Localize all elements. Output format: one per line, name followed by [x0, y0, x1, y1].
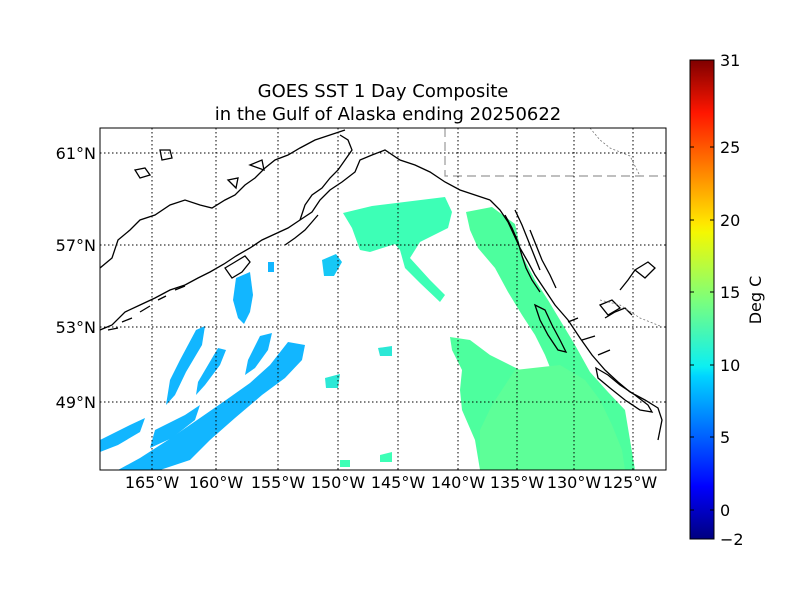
- sst-patch-west-streak-3: [245, 333, 272, 375]
- haida-gwaii: [533, 303, 568, 353]
- sst-patch-speck-5: [268, 262, 274, 272]
- kenai-peninsula: [284, 214, 319, 246]
- lat-label-49: 49°N: [56, 393, 96, 412]
- us-canada-border-alaska: [444, 128, 666, 177]
- colorbar-tick-20: 20: [720, 211, 740, 230]
- lon-labels: 165°W 160°W 155°W 150°W 145°W 140°W 135°…: [125, 473, 658, 492]
- sst-patch-southwest-low: [150, 405, 200, 448]
- sst-patch-kodiak: [233, 272, 253, 324]
- sst-patch-speck-4: [340, 460, 350, 467]
- lat-label-53: 53°N: [56, 318, 96, 337]
- borders-layer: [444, 128, 666, 327]
- lon-label-155w: 155°W: [251, 473, 306, 492]
- colorbar-tick-0: 0: [720, 501, 730, 520]
- map-frame: [99, 127, 667, 471]
- coastline-layer: [100, 129, 663, 441]
- lat-labels: 61°N 57°N 53°N 49°N: [56, 144, 96, 412]
- colorbar-tick-10: 10: [720, 356, 740, 375]
- colorbar-gradient: [689, 59, 715, 540]
- colorbar-label: Deg C: [746, 276, 765, 325]
- colorbar-tick-25: 25: [720, 138, 740, 157]
- lat-label-57: 57°N: [56, 236, 96, 255]
- colorbar: 31 25 20 15 10 5 0 −2 Deg C: [689, 51, 765, 549]
- lon-label-135w: 135°W: [490, 473, 545, 492]
- lon-label-145w: 145°W: [371, 473, 426, 492]
- map-panel: 61°N 57°N 53°N 49°N 165°W 160°W 155°W 15…: [56, 127, 667, 492]
- sst-patch-west-streak-2: [196, 348, 226, 395]
- southeast-islands: [504, 209, 557, 293]
- sst-patch-gulf-west: [322, 254, 342, 276]
- bc-coast-inlets: [567, 269, 636, 356]
- colorbar-ticks: [690, 146, 714, 511]
- sst-patch-speck-1: [378, 346, 392, 356]
- lon-label-130w: 130°W: [547, 473, 602, 492]
- colorbar-tick-15: 15: [720, 283, 740, 302]
- sst-patch-west-streak-1: [166, 326, 205, 405]
- sst-patch-mid-east: [480, 365, 625, 470]
- title-line-2: in the Gulf of Alaska ending 20250622: [215, 104, 562, 125]
- title-line-1: GOES SST 1 Day Composite: [258, 81, 509, 102]
- sst-patch-speck-3: [380, 452, 392, 462]
- lon-label-125w: 125°W: [603, 473, 658, 492]
- bc-boundary-south: [599, 299, 661, 327]
- aleutian-fragments: [107, 285, 186, 331]
- cook-inlet: [299, 134, 353, 221]
- canada-province-border: [589, 128, 641, 177]
- colorbar-tick-31: 31: [720, 51, 740, 70]
- inland-lakes: [133, 149, 656, 316]
- lon-label-150w: 150°W: [311, 473, 366, 492]
- lon-label-160w: 160°W: [189, 473, 244, 492]
- lon-label-140w: 140°W: [431, 473, 486, 492]
- colorbar-tick-5: 5: [720, 428, 730, 447]
- lat-label-61: 61°N: [56, 144, 96, 163]
- colorbar-tick-neg2: −2: [720, 530, 744, 549]
- vancouver-island: [595, 366, 654, 413]
- sst-patch-far-west: [100, 418, 145, 452]
- alaska-peninsula-north: [100, 129, 346, 269]
- sst-patch-sw-band: [118, 342, 305, 470]
- kodiak-island: [224, 255, 251, 279]
- graticule: [100, 128, 666, 470]
- southeast-coast: [489, 199, 663, 441]
- sst-patch-gulf-center: [343, 197, 452, 302]
- sst-data-layer: [100, 197, 635, 470]
- lon-label-165w: 165°W: [125, 473, 180, 492]
- sst-patch-speck-2: [325, 374, 340, 388]
